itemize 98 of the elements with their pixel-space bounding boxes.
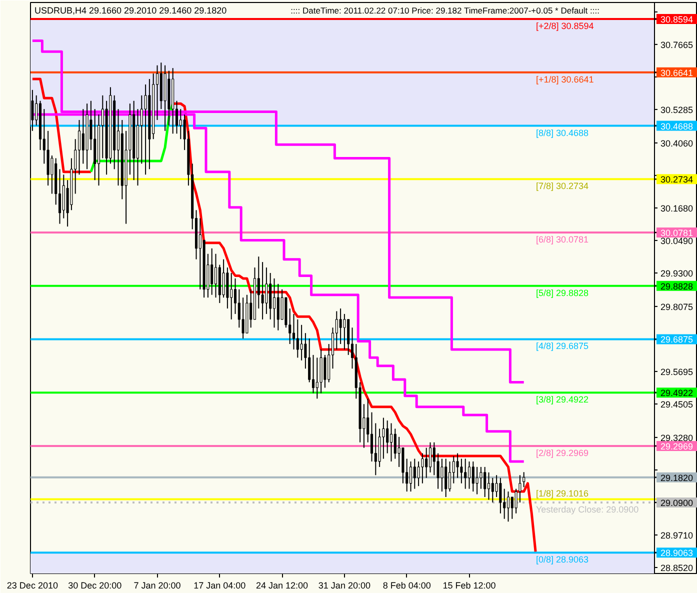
candlestick: [179, 108, 182, 140]
candlestick: [324, 354, 326, 388]
y-tick-label: 29.8075: [660, 302, 694, 312]
candlestick: [432, 442, 436, 476]
candlestick: [300, 324, 303, 361]
ref-line-label: [2/8] 29.2969: [536, 448, 588, 458]
y-tick-label: 29.3280: [660, 432, 694, 443]
candlestick: [456, 452, 459, 478]
candlestick: [506, 491, 510, 522]
candlestick: [370, 412, 374, 462]
candlestick: [292, 313, 296, 350]
x-tick-label: 17 Jan 04:00: [194, 580, 246, 590]
y-tick-label: 30.4688: [660, 121, 694, 132]
candlestick: [491, 477, 494, 503]
candlestick: [440, 458, 444, 492]
y-tick-label: 29.4922: [660, 388, 694, 398]
candlestick: [499, 477, 502, 514]
y-tick-label: 30.2734: [660, 174, 694, 185]
candlestick: [265, 267, 268, 314]
ref-line-label: [7/8] 30.2734: [536, 181, 588, 192]
y-tick-label: 28.8520: [660, 562, 694, 573]
y-tick-label: 29.8828: [660, 281, 694, 292]
candlestick: [522, 472, 526, 488]
x-tick-label: 8 Feb 04:00: [382, 580, 431, 590]
candlestick: [472, 460, 474, 492]
candlestick: [242, 297, 244, 340]
candlestick: [296, 318, 299, 358]
ref-line-label: [8/8] 30.4688: [536, 128, 588, 138]
candlestick: [382, 417, 385, 460]
candlestick: [78, 119, 81, 176]
y-tick-label: 29.9300: [660, 268, 694, 278]
x-tick-label: 23 Dec 2010: [6, 580, 58, 590]
candlestick: [276, 283, 280, 331]
y-tick-label: 29.0900: [660, 498, 694, 508]
ref-line-label: [3/8] 29.4922: [536, 394, 588, 405]
ref-line-label: [+2/8] 30.8594: [536, 21, 594, 32]
candlestick: [428, 442, 432, 473]
ref-line-label: [6/8] 30.0781: [536, 234, 588, 245]
ref-line-label: [+1/8] 30.6641: [536, 74, 594, 84]
candlestick: [140, 94, 143, 164]
y-tick-label: 29.1820: [660, 472, 694, 483]
y-tick-label: 30.5285: [660, 104, 694, 115]
x-tick-label: 15 Feb 12:00: [442, 580, 496, 590]
chart-title: USDRUB,H4 29.1660 29.2010 29.1460 29.1820: [34, 6, 227, 16]
candlestick: [468, 460, 471, 490]
candlestick: [214, 253, 218, 298]
y-tick-label: 28.9063: [660, 548, 694, 558]
candlestick: [210, 248, 214, 296]
x-tick-label: 7 Jan 20:00: [134, 580, 181, 590]
x-tick-label: 31 Jan 20:00: [318, 580, 370, 590]
candlestick: [222, 258, 225, 298]
y-tick-label: 30.7665: [660, 40, 694, 50]
candlestick: [394, 428, 396, 460]
x-tick-label: 24 Jan 12:00: [256, 580, 308, 590]
candlestick: [390, 422, 393, 462]
candlestick: [198, 218, 202, 290]
candlestick: [460, 458, 463, 484]
candlestick: [413, 458, 416, 490]
candlestick: [374, 422, 377, 476]
candlestick: [82, 108, 84, 164]
candlestick: [261, 262, 264, 320]
candlestick: [272, 278, 276, 328]
y-tick-label: 30.8594: [660, 14, 694, 25]
candlestick: [484, 466, 486, 498]
ref-line-label: [0/8] 28.9063: [536, 554, 588, 565]
y-tick-label: 29.4505: [660, 399, 694, 410]
candlestick: [464, 458, 467, 490]
candlestick: [316, 357, 318, 400]
candlestick: [425, 447, 428, 478]
y-tick-label: 28.9710: [660, 530, 694, 540]
candlestick: [409, 460, 412, 492]
candlestick: [312, 354, 315, 394]
y-tick-label: 30.0490: [660, 236, 694, 246]
ref-line-label: Yesterday Close: 29.0900: [536, 504, 639, 514]
candlestick: [417, 460, 420, 487]
candlestick: [444, 458, 448, 498]
ref-line-label: [1/8] 29.1016: [536, 488, 588, 498]
candlestick: [476, 466, 478, 495]
candlestick: [487, 472, 490, 500]
candlestick: [448, 460, 452, 492]
y-tick-label: 30.4060: [660, 138, 694, 148]
ref-line-label: [4/8] 29.6875: [536, 341, 588, 352]
ref-line-label: [5/8] 29.8828: [536, 288, 588, 298]
candlestick: [144, 84, 147, 176]
x-tick-label: 30 Dec 20:00: [68, 580, 122, 590]
candlestick: [386, 420, 389, 454]
candlestick: [339, 308, 342, 345]
candlestick: [421, 452, 424, 484]
y-tick-label: 30.0781: [660, 228, 694, 238]
y-tick-label: 29.5695: [660, 366, 694, 377]
candlestick: [480, 466, 482, 490]
candlestick: [230, 272, 233, 320]
y-tick-label: 29.2969: [660, 441, 694, 452]
y-tick-label: 30.6641: [660, 68, 694, 78]
y-tick-label: 29.6875: [660, 334, 694, 345]
annotation: :::: DateTime: 2011.02.22 07:10 Price: 29.182 TimeFrame:2007-+0.05 * Default ::::: [290, 6, 600, 16]
candlestick: [343, 313, 346, 350]
y-tick-label: 30.1680: [660, 203, 694, 214]
